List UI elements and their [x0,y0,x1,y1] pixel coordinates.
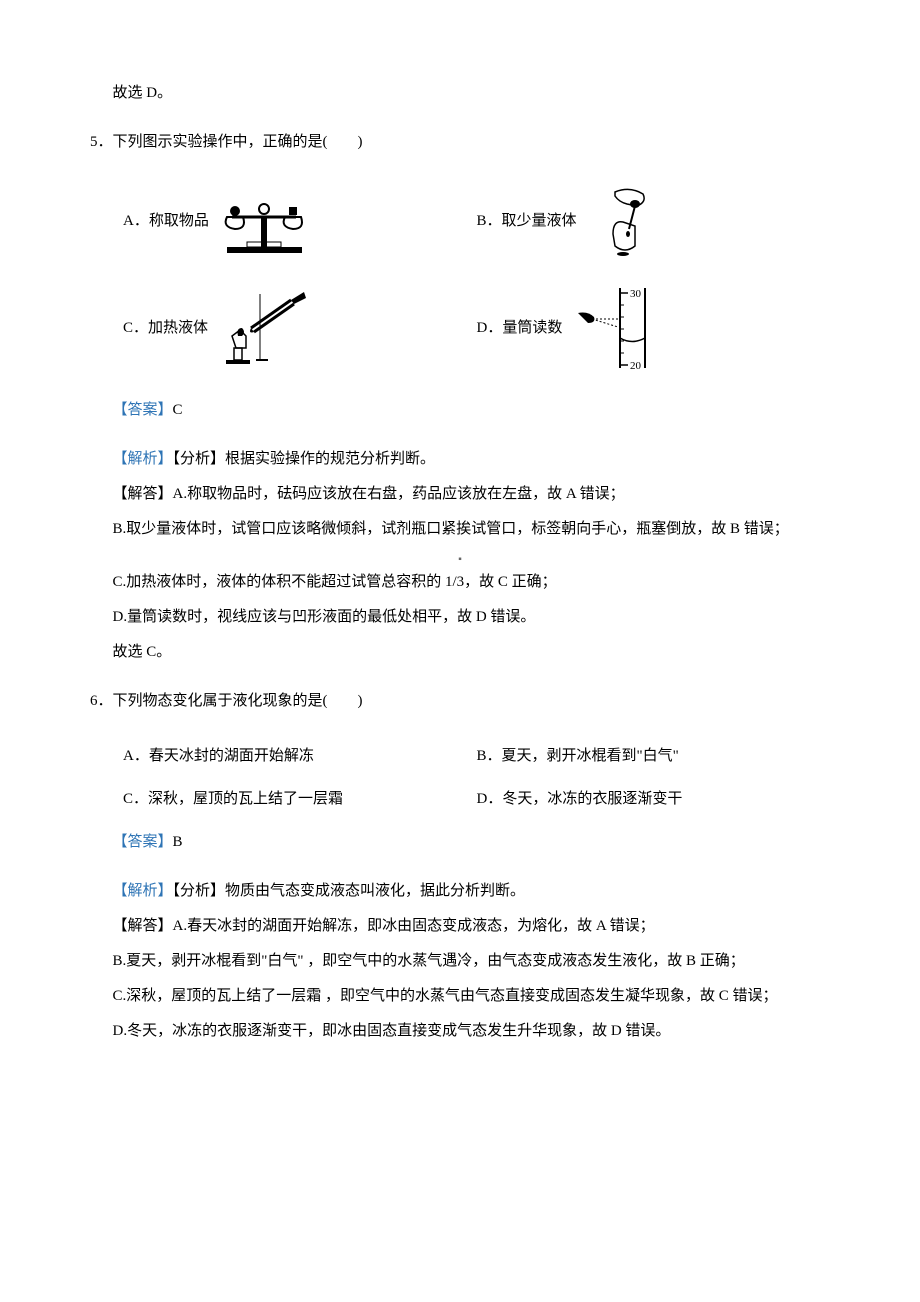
q6-answer-value: B [173,834,183,850]
q6-expl-a: 【解答】A.春天冰封的湖面开始解冻，即冰由固态变成液态，为熔化，故 A 错误； [90,913,830,940]
q5-option-b: B．取少量液体 [477,184,831,259]
q6-options-row1: A．春天冰封的湖面开始解冻 B．夏天，剥开冰棍看到"白气" [123,743,830,770]
dropper-hand-icon [585,184,660,259]
q5-analysis-text: 【分析】根据实验操作的规范分析判断。 [173,451,436,467]
q5-optC-text: C．加热液体 [123,315,208,342]
q6-optD: D．冬天，冰冻的衣服逐渐变干 [477,786,831,813]
q6-optC: C．深秋，屋顶的瓦上结了一层霜 [123,786,477,813]
q5-options-row2: C．加热液体 D．量筒读数 [123,283,830,373]
q5-optA-text: A．称取物品 [123,208,209,235]
q6-options-row2: C．深秋，屋顶的瓦上结了一层霜 D．冬天，冰冻的衣服逐渐变干 [123,786,830,813]
q5-analysis-intro: 【解析】【分析】根据实验操作的规范分析判断。 [90,446,830,473]
prev-conclusion: 故选 D。 [90,80,830,107]
q5-answer-value: C [173,402,183,418]
q6-analysis-intro: 【解析】【分析】物质由气态变成液态叫液化，据此分析判断。 [90,878,830,905]
q6-expl-b: B.夏天，剥开冰棍看到"白气" ，即空气中的水蒸气遇冷，由气态变成液态发生液化，… [90,948,830,975]
q5-optB-text: B．取少量液体 [477,208,577,235]
q6-expl-c: C.深秋，屋顶的瓦上结了一层霜 ，即空气中的水蒸气由气态直接变成固态发生凝华现象… [90,983,830,1010]
q5-option-d: D．量筒读数 30 20 [477,283,831,373]
q6-analysis-text: 【分析】物质由气态变成液态叫液化，据此分析判断。 [173,883,526,899]
q6-expl-d: D.冬天，冰冻的衣服逐渐变干，即冰由固态直接变成气态发生升华现象，故 D 错误。 [90,1018,830,1045]
q5-answer-line: 【答案】C [90,397,830,424]
q6-optA: A．春天冰封的湖面开始解冻 [123,743,477,770]
heat-tube-icon [216,288,316,368]
cylinder-reading-icon: 30 20 [570,283,650,373]
q5-expl-c: C.加热液体时，液体的体积不能超过试管总容积的 1/3，故 C 正确； [90,569,830,596]
q6-answer-line: 【答案】B [90,829,830,856]
q5-conclusion: 故选 C。 [90,639,830,666]
answer-label: 【答案】 [113,834,173,850]
balance-diagram-icon [217,187,312,257]
cylinder-label-20: 20 [630,360,642,372]
q5-options-row1: A．称取物品 B．取少量液体 [123,184,830,259]
analysis-label: 【解析】 [113,451,173,467]
page-center-dot: ▪ [90,551,830,569]
q5-option-a: A．称取物品 [123,187,477,257]
analysis-label: 【解析】 [113,883,173,899]
q5-expl-a: 【解答】A.称取物品时，砝码应该放在右盘，药品应该放在左盘，故 A 错误； [90,481,830,508]
q6-stem: 6．下列物态变化属于液化现象的是( ) [90,688,830,715]
q5-option-c: C．加热液体 [123,288,477,368]
q5-optD-text: D．量筒读数 [477,315,563,342]
cylinder-label-30: 30 [630,288,642,300]
q6-optB: B．夏天，剥开冰棍看到"白气" [477,743,831,770]
answer-label: 【答案】 [113,402,173,418]
q5-stem: 5．下列图示实验操作中，正确的是( ) [90,129,830,156]
q5-expl-d: D.量筒读数时，视线应该与凹形液面的最低处相平，故 D 错误。 [90,604,830,631]
q5-expl-b: B.取少量液体时，试管口应该略微倾斜，试剂瓶口紧挨试管口，标签朝向手心，瓶塞倒放… [90,516,830,543]
